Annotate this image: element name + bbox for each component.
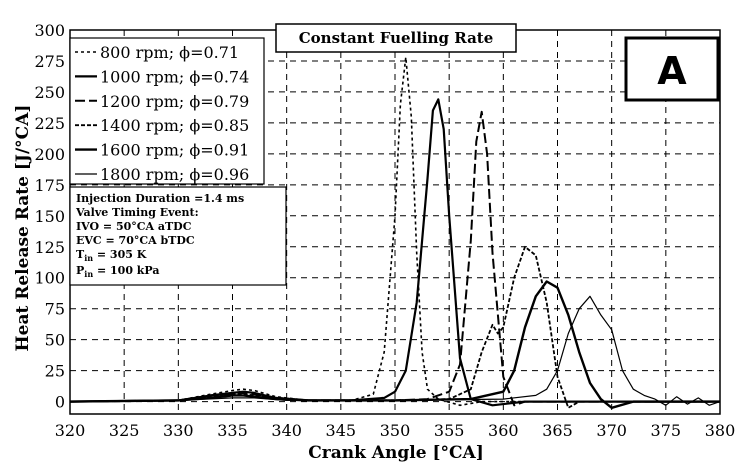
y-axis-label: Heat Release Rate [J/°CA] bbox=[13, 105, 33, 352]
y-tick-label: 50 bbox=[45, 331, 65, 350]
y-tick-label: 100 bbox=[34, 269, 65, 288]
panel-label-box bbox=[624, 36, 720, 102]
legend-label-2: 1000 rpm; ϕ=0.74 bbox=[100, 67, 249, 86]
annotation-line-ivo: IVO = 50°CA aTDC bbox=[76, 220, 192, 233]
x-tick-label: 360 bbox=[488, 421, 519, 440]
annotation-line-evc: EVC = 70°CA bTDC bbox=[76, 234, 195, 247]
legend-label-4: 1400 rpm; ϕ=0.85 bbox=[100, 116, 249, 135]
legend-label-1: 800 rpm; ϕ=0.71 bbox=[100, 43, 239, 62]
x-tick-labels: 320 325 330 335 340 345 350 355 360 365 370 375 380 bbox=[55, 421, 736, 440]
x-tick-label: 335 bbox=[217, 421, 248, 440]
x-tick-label: 365 bbox=[542, 421, 573, 440]
pin-value: = 100 kPa bbox=[93, 264, 159, 277]
y-tick-label: 75 bbox=[45, 300, 65, 319]
tin-symbol: T bbox=[76, 248, 85, 261]
x-tick-label: 330 bbox=[163, 421, 194, 440]
annotation-box bbox=[69, 186, 287, 286]
legend-label-5: 1600 rpm; ϕ=0.91 bbox=[100, 141, 249, 160]
x-tick-label: 320 bbox=[55, 421, 86, 440]
legend: 800 rpm; ϕ=0.71 1000 rpm; ϕ=0.74 1200 rpm;… bbox=[75, 43, 249, 184]
series-line-6 bbox=[69, 295, 721, 406]
x-tick-label: 350 bbox=[380, 421, 411, 440]
y-tick-label: 0 bbox=[55, 393, 65, 412]
x-tick-label: 375 bbox=[651, 421, 682, 440]
series-line-5 bbox=[69, 280, 720, 409]
pin-symbol: P bbox=[76, 264, 84, 277]
tin-value: = 305 K bbox=[93, 248, 147, 261]
y-tick-label: 150 bbox=[34, 207, 65, 226]
tin-subscript: in bbox=[84, 253, 93, 263]
x-tick-label: 380 bbox=[705, 421, 736, 440]
x-tick-label: 325 bbox=[109, 421, 140, 440]
legend-label-3: 1200 rpm; ϕ=0.79 bbox=[100, 92, 249, 111]
y-tick-label: 25 bbox=[45, 362, 65, 381]
panel-label: A bbox=[657, 49, 687, 93]
series-line-2 bbox=[69, 98, 720, 407]
legend-box bbox=[69, 37, 265, 185]
annotation-line-valve: Valve Timing Event: bbox=[75, 206, 199, 219]
title-box bbox=[275, 23, 517, 53]
annotation-line-tin: Tin = 305 K bbox=[76, 248, 147, 263]
x-axis-label: Crank Angle [°CA] bbox=[308, 443, 484, 463]
x-tick-label: 345 bbox=[326, 421, 357, 440]
x-tick-label: 370 bbox=[596, 421, 627, 440]
y-tick-label: 125 bbox=[34, 238, 65, 257]
series-line-1 bbox=[69, 56, 720, 407]
y-tick-label: 200 bbox=[34, 145, 65, 164]
x-tick-label: 340 bbox=[271, 421, 302, 440]
pin-subscript: in bbox=[84, 269, 93, 279]
annotation-line-pin: Pin = 100 kPa bbox=[76, 264, 160, 279]
annotation-text: Injection Duration =1.4 ms Valve Timing … bbox=[75, 192, 244, 279]
y-tick-labels: 0 25 50 75 100 125 150 175 200 225 250 275 300 bbox=[34, 21, 65, 412]
y-tick-label: 175 bbox=[34, 176, 65, 195]
annotation-line-injection: Injection Duration =1.4 ms bbox=[76, 192, 244, 205]
y-tick-label: 300 bbox=[34, 21, 65, 40]
x-tick-label: 355 bbox=[434, 421, 465, 440]
legend-label-6: 1800 rpm; ϕ=0.96 bbox=[100, 165, 249, 184]
y-tick-label: 225 bbox=[34, 114, 65, 133]
series-line-4 bbox=[69, 245, 720, 409]
series-layer bbox=[69, 56, 721, 409]
y-tick-label: 250 bbox=[34, 83, 65, 102]
y-tick-label: 275 bbox=[34, 52, 65, 71]
grid bbox=[70, 30, 720, 414]
chart-title: Constant Fuelling Rate bbox=[299, 29, 494, 47]
